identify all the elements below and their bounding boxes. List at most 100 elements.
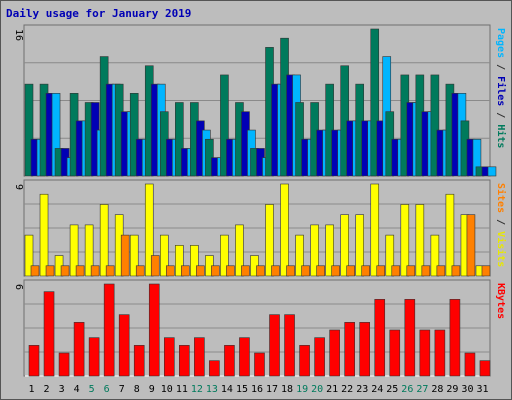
bar-kbytes-day-11	[179, 345, 190, 377]
bar-sites-day-22	[346, 265, 355, 277]
x-tick-label-13: 13	[206, 384, 218, 395]
bar-hits-day-14	[220, 74, 229, 177]
x-tick-label-25: 25	[386, 384, 398, 395]
bar-sites-day-16	[256, 265, 265, 277]
bar-visits-day-27	[415, 204, 425, 277]
bar-visits-day-2	[39, 193, 49, 277]
bar-kbytes-day-25	[389, 329, 401, 377]
bar-visits-day-19	[295, 234, 304, 277]
bar-kbytes-day-18	[284, 314, 295, 377]
x-tick-label-11: 11	[176, 384, 188, 395]
bar-sites-day-23	[361, 265, 371, 277]
bar-kbytes-day-2	[43, 291, 55, 377]
x-tick-label-30: 30	[461, 384, 473, 395]
bar-sites-day-25	[391, 265, 401, 277]
x-tick-label-3: 3	[59, 384, 65, 395]
bar-visits-day-6	[99, 204, 109, 277]
bar-sites-day-21	[331, 265, 340, 277]
x-tick-label-1: 1	[29, 384, 35, 395]
bar-kbytes-day-4	[73, 322, 85, 377]
x-tick-label-17: 17	[266, 384, 278, 395]
x-tick-label-26: 26	[401, 384, 413, 395]
bar-visits-day-17	[265, 204, 274, 277]
x-tick-label-9: 9	[149, 384, 155, 395]
bar-kbytes-day-15	[239, 337, 250, 377]
bar-sites-day-30	[466, 214, 476, 277]
bar-sites-day-18	[286, 265, 295, 277]
bar-sites-day-24	[376, 265, 386, 277]
bar-visits-day-9	[144, 183, 154, 277]
bar-pages-day-31	[487, 166, 497, 177]
panel-legend-visits-sites: Sites / Visits	[495, 183, 507, 267]
bar-visits-day-20	[310, 224, 319, 277]
bar-sites-day-2	[45, 265, 55, 277]
bar-visits-day-4	[69, 224, 79, 277]
chart-title: Daily usage for January 2019	[6, 7, 192, 20]
x-tick-label-16: 16	[251, 384, 263, 395]
bar-visits-day-12	[190, 245, 199, 277]
bar-kbytes-day-27	[419, 329, 431, 377]
bar-sites-day-14	[226, 265, 235, 277]
bar-sites-day-3	[60, 265, 70, 277]
bar-kbytes-day-10	[163, 337, 175, 377]
bar-kbytes-day-28	[434, 329, 446, 377]
bar-kbytes-day-30	[464, 352, 476, 377]
bar-kbytes-day-6	[103, 283, 115, 377]
x-tick-label-31: 31	[476, 384, 488, 395]
panel-legend-pages-files-hits: Pages / Files / Hits	[495, 28, 507, 148]
legend-part: KBytes	[495, 283, 506, 319]
bar-visits-day-14	[220, 234, 229, 277]
bar-kbytes-day-7	[118, 314, 130, 377]
bar-sites-day-13	[211, 265, 220, 277]
x-tick-label-19: 19	[296, 384, 308, 395]
bar-sites-day-29	[451, 265, 461, 277]
bar-kbytes-day-13	[209, 360, 220, 377]
bar-sites-day-10	[165, 265, 175, 277]
x-tick-label-22: 22	[341, 384, 353, 395]
bar-visits-day-1	[24, 234, 34, 277]
bar-sites-day-7	[120, 234, 130, 277]
x-tick-label-27: 27	[416, 384, 428, 395]
legend-part: Files	[495, 76, 507, 106]
bar-kbytes-day-19	[299, 345, 310, 377]
bar-visits-day-24	[370, 183, 380, 277]
legend-part: /	[495, 58, 506, 76]
bar-kbytes-day-5	[88, 337, 100, 377]
bar-sites-day-12	[196, 265, 205, 277]
x-tick-label-12: 12	[191, 384, 203, 395]
y-max-label: 6	[13, 284, 24, 290]
bar-sites-day-31	[481, 265, 491, 277]
x-tick-label-5: 5	[89, 384, 95, 395]
panel-legend-kbytes: KBytes	[495, 283, 506, 319]
bar-kbytes-day-12	[194, 337, 205, 377]
y-max-label: 9	[13, 184, 24, 190]
bar-sites-day-6	[105, 265, 115, 277]
bar-hits-day-8	[129, 93, 139, 177]
bar-visits-day-21	[325, 224, 334, 277]
bar-sites-day-27	[421, 265, 431, 277]
bar-visits-day-8	[129, 234, 139, 277]
bar-sites-day-9	[150, 255, 160, 277]
bar-sites-day-17	[271, 265, 280, 277]
x-tick-label-23: 23	[356, 384, 368, 395]
bar-hits-day-1	[24, 83, 34, 177]
bar-kbytes-day-1	[28, 345, 40, 377]
bar-sites-day-1	[30, 265, 40, 277]
legend-part: Hits	[495, 124, 507, 148]
legend-part: Sites	[495, 183, 507, 213]
bar-kbytes-day-22	[344, 322, 355, 377]
x-tick-label-21: 21	[326, 384, 338, 395]
bar-kbytes-day-26	[404, 299, 416, 377]
bar-visits-day-5	[84, 224, 94, 277]
bar-kbytes-day-23	[359, 322, 371, 377]
y-max-label: 16	[13, 29, 24, 41]
bar-visits-day-29	[445, 193, 455, 277]
x-tick-label-10: 10	[161, 384, 173, 395]
bar-visits-day-15	[235, 224, 244, 277]
x-tick-label-28: 28	[431, 384, 443, 395]
bar-visits-day-25	[385, 234, 395, 277]
bar-kbytes-day-20	[314, 337, 325, 377]
bar-kbytes-day-3	[58, 352, 70, 377]
bar-visits-day-11	[175, 245, 184, 277]
